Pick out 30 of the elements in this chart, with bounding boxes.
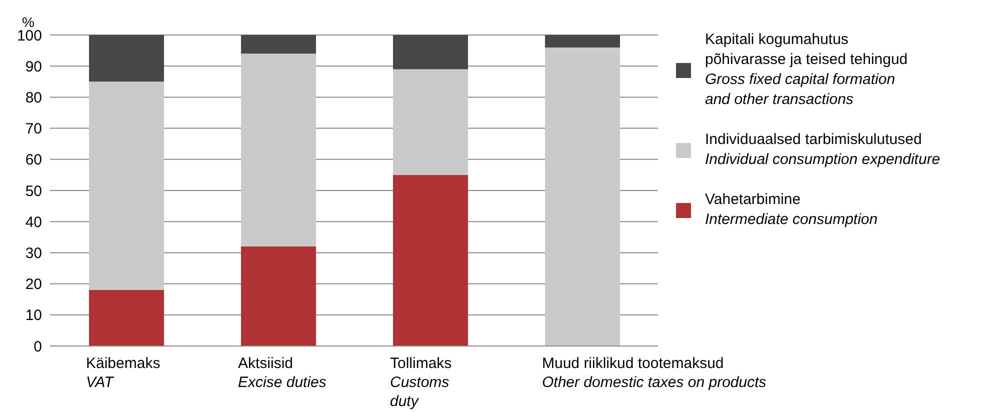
y-tick-label: 100 [16, 27, 42, 44]
y-tick-label: 70 [25, 120, 42, 138]
y-tick-label: 0 [34, 338, 42, 356]
bar [393, 35, 468, 70]
bar [89, 290, 164, 346]
y-tick-label: 20 [25, 276, 42, 294]
bar [241, 246, 316, 346]
x-tick-label: Tollimaks Customs duty [390, 355, 452, 410]
bar [241, 35, 316, 54]
legend-label: Individuaalsed tarbimiskulutused Individual consumption expenditure [705, 130, 940, 170]
y-tick-label: 80 [25, 90, 42, 107]
y-axis-title: % [22, 14, 34, 30]
bar [393, 69, 468, 175]
legend-label: Vahetarbimine Intermediate consumption [705, 190, 878, 230]
y-tick-label: 10 [25, 307, 42, 324]
y-tick-label: 40 [25, 214, 42, 231]
x-tick-label: Muud riiklikud tootemaksud Other domestic taxes on products [542, 355, 767, 391]
bar [89, 82, 164, 290]
x-tick-label: Aktsiisid Excise duties [238, 355, 327, 391]
bar [545, 35, 620, 48]
y-tick-label: 30 [25, 245, 42, 262]
bar [89, 35, 164, 82]
legend-label: Kapitali kogumahutus põhivarasse ja teised tehingud Gross fixed capital formation and other transactions [705, 30, 908, 110]
y-tick-label: 50 [25, 182, 42, 200]
x-tick-label: Käibemaks VAT [86, 355, 160, 391]
y-tick-label: 90 [25, 58, 42, 76]
bar [545, 47, 620, 346]
bar [393, 174, 468, 346]
y-tick-label: 60 [25, 152, 42, 169]
bar [241, 54, 316, 246]
